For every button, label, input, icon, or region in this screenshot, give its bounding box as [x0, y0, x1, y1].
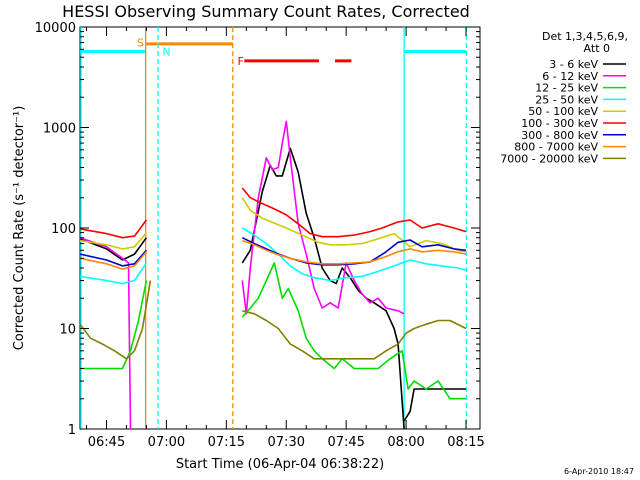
- date-stamp: 6-Apr-2010 18:47: [564, 467, 634, 476]
- legend-label: 6 - 12 keV: [542, 70, 598, 83]
- series-line: [242, 239, 467, 265]
- series-line: [241, 227, 467, 282]
- series-line: [79, 237, 148, 261]
- annotation-label: N: [162, 46, 170, 59]
- series-line: [80, 280, 148, 370]
- series-line: [79, 262, 148, 285]
- series-line: [79, 249, 148, 267]
- y-tick-label: 100: [51, 222, 76, 237]
- series-line: [79, 251, 148, 270]
- legend-label: 3 - 6 keV: [549, 58, 598, 71]
- annotation-label: S: [137, 37, 144, 50]
- y-axis: 1 10 100 1000 10000: [35, 21, 480, 438]
- legend-label: 100 - 300 keV: [521, 117, 598, 130]
- x-axis: 06:45 07:00 07:15 07:30 07:45 08:00 08:15: [86, 27, 485, 450]
- y-tick-label: 10: [59, 323, 76, 338]
- y-tick-label: 1: [68, 423, 76, 438]
- series-line: [241, 236, 467, 266]
- chart-title: HESSI Observing Summary Count Rates, Cor…: [62, 2, 470, 21]
- series-line: [241, 262, 466, 400]
- series-line: [79, 232, 148, 250]
- series-line: [403, 388, 466, 422]
- series-line: [241, 197, 467, 253]
- x-tick-label: 07:00: [148, 435, 185, 450]
- x-tick-label: 08:15: [447, 435, 484, 450]
- legend-label: 300 - 800 keV: [521, 129, 598, 142]
- x-tick-label: 07:15: [208, 435, 245, 450]
- legend-label: 12 - 25 keV: [535, 82, 598, 95]
- series-line: [241, 120, 405, 315]
- legend-label: 25 - 50 keV: [535, 93, 598, 106]
- series-line: [79, 280, 152, 360]
- annotations: S N F: [137, 37, 244, 68]
- legend-label: 50 - 100 keV: [528, 105, 598, 118]
- x-tick-label: 06:45: [88, 435, 125, 450]
- x-tick-label: 07:45: [327, 435, 364, 450]
- attenuator-lines: [80, 27, 468, 429]
- y-tick-label: 1000: [43, 122, 76, 137]
- y-tick-label: 10000: [35, 21, 76, 36]
- series-line: [241, 147, 405, 430]
- y-axis-label: Corrected Count Rate (s⁻¹ detector⁻¹): [12, 106, 27, 351]
- series-lines: [79, 120, 467, 430]
- series-line: [79, 219, 148, 239]
- legend-header: Det 1,3,4,5,6,9,: [542, 30, 628, 43]
- legend-subheader: Att 0: [584, 42, 610, 55]
- x-tick-label: 08:00: [387, 435, 424, 450]
- flag-bars: [80, 42, 467, 63]
- series-line: [241, 187, 467, 238]
- annotation-label: F: [238, 55, 244, 68]
- legend-label: 7000 - 20000 keV: [500, 152, 598, 165]
- x-tick-label: 07:30: [268, 435, 305, 450]
- x-axis-label: Start Time (06-Apr-04 06:38:22): [176, 457, 384, 472]
- series-line: [242, 310, 467, 360]
- legend-label: 800 - 7000 keV: [514, 141, 598, 154]
